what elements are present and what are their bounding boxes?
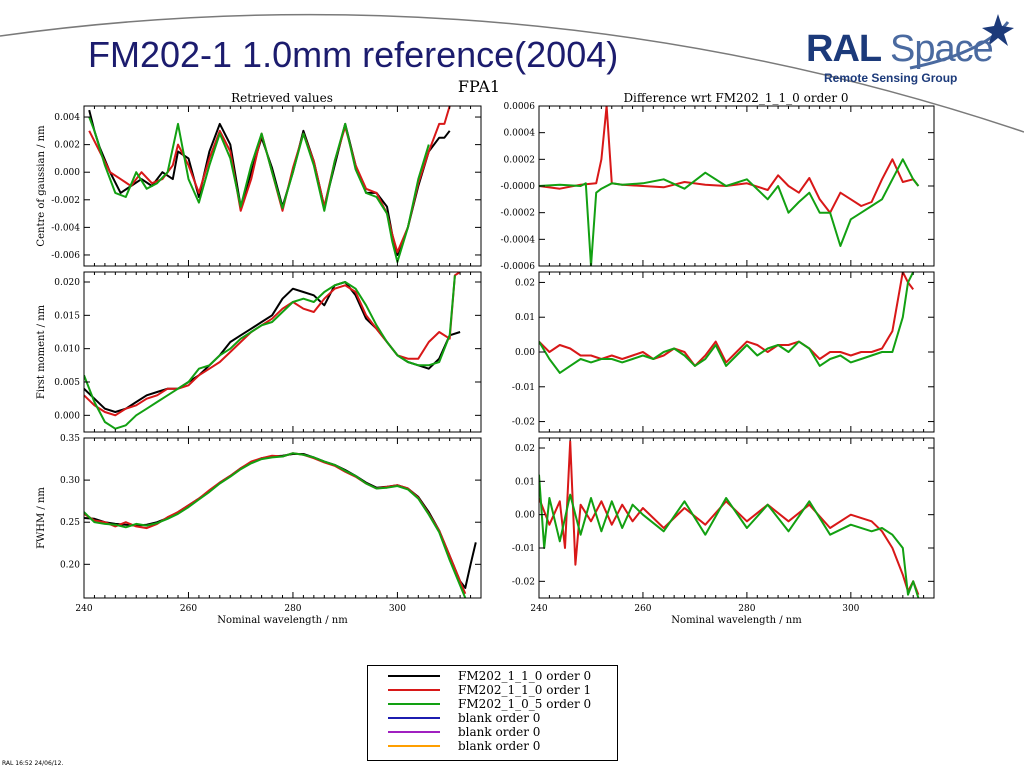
y-tick-label: 0.004 [54, 113, 80, 123]
legend-label: blank order 0 [458, 725, 541, 739]
figure-canvas: FPA1 Retrieved values Difference wrt FM2… [36, 77, 935, 626]
series-line-left-mid-0 [84, 281, 461, 413]
y-tick-label: -0.01 [512, 383, 535, 393]
y-tick-label: 0.002 [54, 141, 80, 151]
x-tick-label: 280 [284, 604, 301, 614]
y-axis-label: FWHM / nm [36, 487, 47, 549]
legend-label: blank order 0 [458, 739, 541, 753]
legend-swatch [388, 731, 440, 733]
series-line-left-bottom-1 [84, 452, 467, 595]
panel-left-bottom: 0.35 0.30 0.25 0.20 240 260 280 300 Nominal wave… [36, 434, 482, 626]
plot-frame [538, 105, 935, 267]
x-tick-label: 240 [530, 604, 547, 614]
panel-left-top: 0.004 0.002 0.000 -0.002 -0.004 -0.006 Centre … [36, 105, 482, 267]
y-tick-label: -0.02 [512, 577, 535, 587]
x-axis-label: Nominal wavelength / nm [217, 615, 348, 626]
y-axis-label: First moment / nm [36, 304, 47, 399]
legend-item: FM202_1_1_0 order 0 [368, 669, 617, 683]
x-tick-label: 260 [634, 604, 651, 614]
series-line-left-mid-1 [84, 272, 461, 417]
y-tick-label: 0.005 [54, 378, 80, 388]
series-line-right-bottom-0 [539, 440, 920, 596]
figure-title: FPA1 [458, 77, 500, 96]
legend-item: blank order 0 [368, 739, 617, 753]
y-tick-label: 0.015 [54, 311, 80, 321]
y-tick-label: -0.0004 [500, 235, 535, 245]
ral-space-logo: RAL Space Remote Sensing Group [800, 10, 1020, 90]
panel-right-top: 0.0006 0.0004 0.0002 -0.0000 -0.0002 -0.0004 -… [500, 102, 935, 272]
series-line-left-bottom-0 [84, 453, 477, 589]
y-tick-label: -0.01 [512, 544, 535, 554]
series-line-right-mid-1 [539, 272, 915, 374]
x-tick-label: 260 [180, 604, 197, 614]
y-tick-label: 0.25 [60, 518, 80, 528]
y-axis-label: Centre of gaussian / nm [36, 125, 47, 247]
legend-item: FM202_1_0_5 order 0 [368, 697, 617, 711]
y-tick-label: 0.00 [515, 511, 535, 521]
logo-wordmark: RAL Space [806, 28, 994, 70]
series-line-right-bottom-1 [539, 474, 920, 598]
y-tick-label: 0.020 [54, 278, 80, 288]
y-tick-label: -0.0002 [500, 209, 535, 219]
legend-label: blank order 0 [458, 711, 541, 725]
y-tick-label: 0.010 [54, 345, 80, 355]
series-line-left-top-2 [88, 116, 430, 263]
y-tick-label: 0.00 [515, 348, 535, 358]
series-line-right-top-1 [539, 158, 920, 266]
legend: FM202_1_1_0 order 0 FM202_1_1_0 order 1 FM… [367, 665, 618, 761]
slide-title: FM202-1 1.0mm reference(2004) [88, 34, 619, 75]
y-tick-label: 0.02 [515, 444, 535, 454]
y-tick-label: -0.0000 [500, 182, 535, 192]
y-tick-label: 0.01 [515, 477, 535, 487]
x-tick-label: 240 [75, 604, 92, 614]
y-tick-label: -0.002 [51, 196, 80, 206]
legend-item: blank order 0 [368, 725, 617, 739]
star-swoosh-icon [909, 14, 1014, 70]
x-tick-label: 300 [389, 604, 406, 614]
series-line-left-bottom-2 [84, 452, 467, 598]
y-tick-label: 0.02 [515, 278, 535, 288]
panel-left-mid: 0.020 0.015 0.010 0.005 0.000 First moment / … [36, 271, 482, 433]
x-tick-label: 280 [738, 604, 755, 614]
y-tick-label: -0.006 [51, 251, 80, 261]
panel-right-mid: 0.02 0.01 0.00 -0.01 -0.02 [512, 271, 935, 433]
y-tick-label: -0.02 [512, 418, 535, 428]
legend-swatch [388, 703, 440, 705]
y-tick-label: 0.20 [60, 560, 80, 570]
y-tick-label: -0.0006 [500, 262, 535, 272]
y-tick-label: 0.0002 [504, 155, 536, 165]
series-line-right-top-0 [539, 106, 920, 214]
series-line-left-mid-2 [84, 275, 456, 430]
footer-timestamp: RAL 16:52 24/06/12. [2, 760, 64, 767]
y-tick-label: 0.0004 [504, 129, 536, 139]
y-tick-label: 0.01 [515, 313, 535, 323]
x-axis-label: Nominal wavelength / nm [671, 615, 802, 626]
left-column-title: Retrieved values [231, 91, 333, 105]
series-line-right-mid-0 [539, 272, 915, 367]
legend-label: FM202_1_0_5 order 0 [458, 697, 592, 711]
y-tick-label: 0.0006 [504, 102, 536, 112]
y-tick-label: 0.30 [60, 476, 80, 486]
plot-frame [83, 105, 482, 267]
y-tick-label: 0.35 [60, 434, 80, 444]
legend-label: FM202_1_1_0 order 0 [458, 669, 592, 683]
plot-frame [83, 437, 482, 599]
header-swoosh [0, 13, 1024, 133]
legend-label: FM202_1_1_0 order 1 [458, 683, 592, 697]
right-column-title: Difference wrt FM202_1_1_0 order 0 [623, 91, 848, 105]
y-tick-label: -0.004 [51, 223, 80, 233]
logo-subtitle: Remote Sensing Group [824, 71, 958, 85]
legend-swatch [388, 689, 440, 691]
y-tick-label: 0.000 [54, 411, 80, 421]
legend-swatch [388, 675, 440, 677]
legend-item: FM202_1_1_0 order 1 [368, 683, 617, 697]
x-tick-label: 300 [842, 604, 859, 614]
legend-item: blank order 0 [368, 711, 617, 725]
legend-swatch [388, 745, 440, 747]
panel-right-bottom: 0.02 0.01 0.00 -0.01 -0.02 240 260 280 300 Nomina… [512, 437, 935, 626]
y-tick-label: 0.000 [54, 168, 80, 178]
legend-swatch [388, 717, 440, 719]
